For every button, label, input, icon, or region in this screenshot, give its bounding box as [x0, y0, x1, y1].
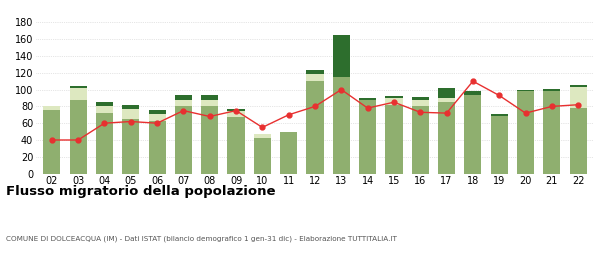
Bar — [464, 95, 481, 174]
Bar — [333, 77, 350, 174]
Bar — [491, 114, 508, 116]
Bar — [569, 85, 587, 87]
Bar — [175, 100, 192, 106]
Bar — [438, 102, 455, 174]
Bar — [96, 102, 113, 106]
Bar — [96, 106, 113, 113]
Bar — [254, 134, 271, 138]
Bar — [491, 116, 508, 174]
Bar — [122, 119, 139, 174]
Bar — [70, 100, 86, 174]
Bar — [122, 109, 139, 119]
Bar — [569, 87, 587, 108]
Bar — [43, 106, 61, 110]
Bar — [70, 88, 86, 100]
Bar — [517, 90, 534, 91]
Bar — [385, 105, 403, 174]
Bar — [307, 81, 323, 174]
Bar — [149, 114, 166, 121]
Bar — [412, 97, 429, 100]
Bar — [227, 117, 245, 174]
Bar — [569, 108, 587, 174]
Text: COMUNE DI DOLCEACQUA (IM) - Dati ISTAT (bilancio demografico 1 gen-31 dic) - Ela: COMUNE DI DOLCEACQUA (IM) - Dati ISTAT (… — [6, 235, 397, 242]
Bar — [96, 113, 113, 174]
Bar — [175, 95, 192, 100]
Bar — [307, 74, 323, 81]
Bar — [307, 70, 323, 74]
Bar — [149, 110, 166, 114]
Bar — [201, 106, 218, 174]
Bar — [227, 109, 245, 111]
Bar — [280, 132, 297, 174]
Bar — [464, 91, 481, 95]
Bar — [227, 111, 245, 117]
Bar — [175, 106, 192, 174]
Bar — [385, 98, 403, 105]
Bar — [201, 100, 218, 106]
Bar — [544, 89, 560, 91]
Bar — [333, 35, 350, 77]
Bar — [254, 138, 271, 174]
Bar — [412, 106, 429, 174]
Bar — [385, 96, 403, 98]
Bar — [412, 100, 429, 106]
Bar — [517, 91, 534, 174]
Bar — [149, 121, 166, 174]
Text: Flusso migratorio della popolazione: Flusso migratorio della popolazione — [6, 185, 275, 198]
Bar — [544, 91, 560, 174]
Bar — [438, 88, 455, 98]
Bar — [201, 95, 218, 100]
Bar — [359, 100, 376, 174]
Bar — [359, 98, 376, 100]
Bar — [438, 98, 455, 102]
Bar — [70, 86, 86, 88]
Bar — [122, 105, 139, 109]
Bar — [43, 110, 61, 174]
